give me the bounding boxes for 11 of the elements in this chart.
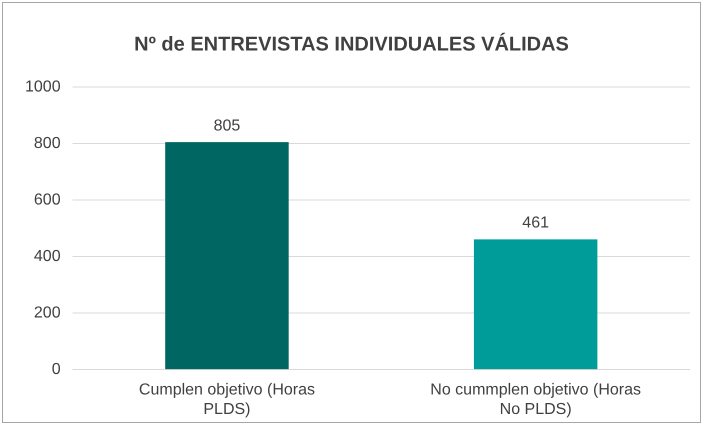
y-tick-label: 600 xyxy=(34,191,61,208)
data-label: 805 xyxy=(214,118,240,135)
y-tick-label: 200 xyxy=(34,304,61,322)
y-tick-label: 0 xyxy=(52,361,61,378)
chart-title: Nº de ENTREVISTAS INDIVIDUALES VÁLIDAS xyxy=(134,32,569,56)
y-tick-label: 800 xyxy=(34,134,61,152)
y-tick-label: 1000 xyxy=(25,78,61,96)
x-tick-label: Cumplen objetivo (Horas PLDS) xyxy=(138,382,315,418)
y-tick-label: 400 xyxy=(34,248,61,265)
data-label: 461 xyxy=(522,214,550,232)
x-tick-label: No cummplen objetivo (Horas No PLDS) xyxy=(430,382,642,418)
